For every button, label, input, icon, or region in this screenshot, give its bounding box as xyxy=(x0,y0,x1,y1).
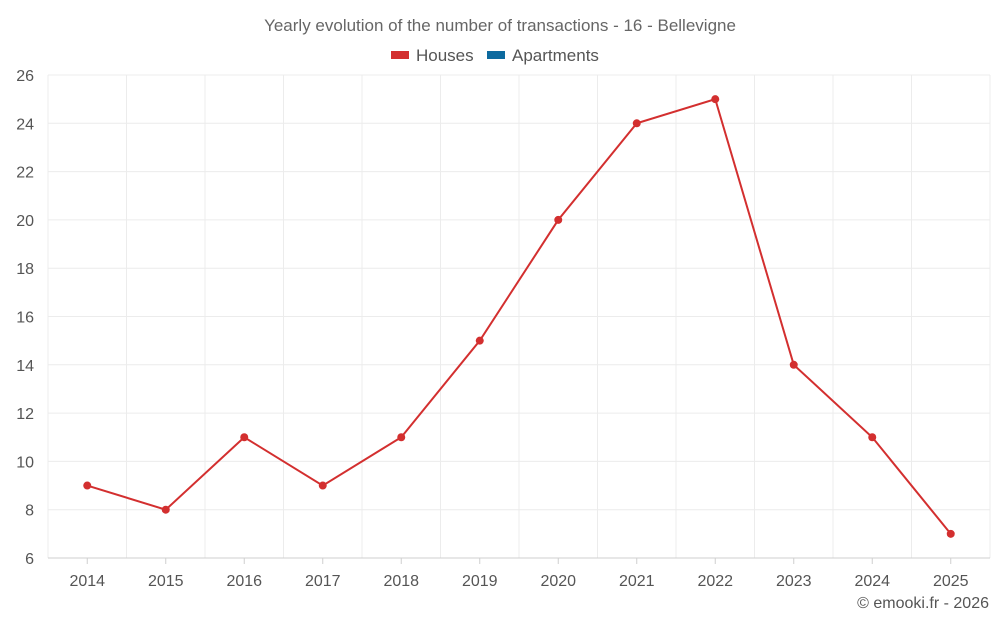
legend-swatch-houses[interactable] xyxy=(391,51,409,59)
y-tick-label: 12 xyxy=(16,406,34,423)
y-tick-label: 16 xyxy=(16,310,34,327)
y-tick-label: 14 xyxy=(16,358,34,375)
y-tick-label: 22 xyxy=(16,165,34,182)
x-tick-label: 2020 xyxy=(540,573,576,590)
data-point[interactable] xyxy=(868,433,877,442)
credit-text: © emooki.fr - 2026 xyxy=(857,595,989,612)
data-point[interactable] xyxy=(554,215,563,224)
data-point[interactable] xyxy=(946,529,955,538)
x-tick-label: 2016 xyxy=(226,573,262,590)
series-line-houses xyxy=(86,97,952,535)
y-tick-label: 8 xyxy=(25,503,34,520)
y-tick-label: 26 xyxy=(16,68,34,85)
y-tick-label: 6 xyxy=(25,551,34,568)
data-point[interactable] xyxy=(711,95,720,104)
x-axis: 2014 2015 2016 2017 2018 2019 2020 2021 2022 2023… xyxy=(48,557,990,590)
data-point[interactable] xyxy=(397,433,406,442)
data-point[interactable] xyxy=(240,433,249,442)
x-tick-label: 2025 xyxy=(933,573,969,590)
x-tick-label: 2018 xyxy=(383,573,419,590)
data-point[interactable] xyxy=(83,481,92,490)
x-tick-label: 2021 xyxy=(619,573,655,590)
data-point[interactable] xyxy=(632,119,641,128)
chart-title: Yearly evolution of the number of transa… xyxy=(264,16,736,35)
data-point[interactable] xyxy=(161,505,170,514)
x-tick-label: 2014 xyxy=(69,573,105,590)
x-tick-label: 2015 xyxy=(148,573,184,590)
y-tick-label: 20 xyxy=(16,213,34,230)
legend: Houses Apartments xyxy=(391,46,599,65)
y-tick-label: 18 xyxy=(16,261,34,278)
legend-label-apartments[interactable]: Apartments xyxy=(512,46,599,65)
x-tick-label: 2023 xyxy=(776,573,812,590)
data-point[interactable] xyxy=(475,336,484,345)
legend-swatch-apartments[interactable] xyxy=(487,51,505,59)
x-tick-label: 2024 xyxy=(854,573,890,590)
y-tick-label: 10 xyxy=(16,454,34,471)
legend-label-houses[interactable]: Houses xyxy=(416,46,474,65)
x-tick-label: 2017 xyxy=(305,573,341,590)
x-tick-label: 2022 xyxy=(697,573,733,590)
grid xyxy=(47,74,991,558)
y-axis: 6 8 10 12 14 16 18 20 22 24 26 xyxy=(16,68,34,568)
data-point[interactable] xyxy=(318,481,327,490)
series xyxy=(83,95,955,538)
y-tick-label: 24 xyxy=(16,116,34,133)
data-point[interactable] xyxy=(789,360,798,369)
x-tick-label: 2019 xyxy=(462,573,498,590)
